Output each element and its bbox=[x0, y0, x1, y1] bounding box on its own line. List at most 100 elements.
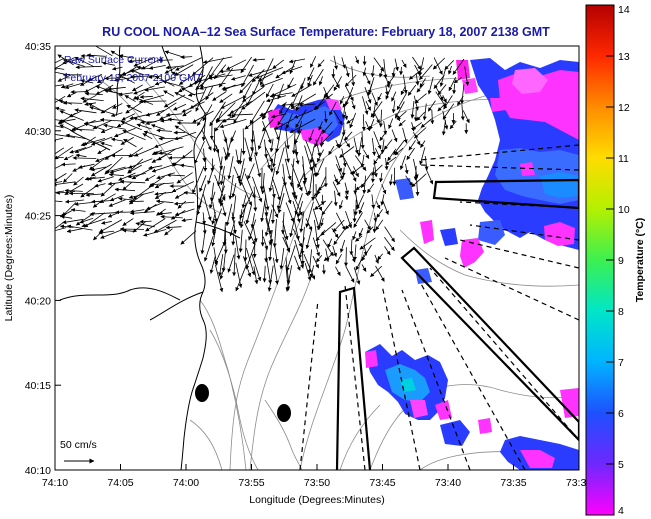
x-axis: 74:10 74:05 74:00 73:55 73:50 73:45 73:40 73:35… bbox=[42, 464, 592, 489]
current-vector bbox=[305, 218, 313, 231]
current-vector bbox=[352, 209, 357, 223]
current-vector bbox=[312, 255, 319, 269]
current-vector bbox=[238, 148, 243, 165]
current-vector bbox=[404, 163, 409, 175]
current-vector bbox=[122, 228, 134, 233]
current-vector bbox=[335, 139, 340, 149]
current-vector bbox=[285, 202, 295, 223]
current-vector bbox=[289, 158, 295, 187]
current-vector bbox=[360, 172, 373, 189]
overlay-date: February 18, 2007 2100 GMT bbox=[64, 72, 203, 84]
current-vector bbox=[89, 211, 116, 216]
x-tick-label: 74:05 bbox=[107, 477, 133, 489]
current-vector bbox=[71, 127, 95, 132]
current-vector bbox=[396, 93, 407, 111]
current-vector bbox=[332, 75, 340, 89]
current-vector bbox=[248, 148, 254, 162]
current-vector bbox=[411, 122, 423, 131]
current-vector bbox=[407, 84, 417, 96]
current-vector bbox=[66, 228, 83, 233]
current-vector bbox=[332, 219, 345, 233]
colorbar-ticks: 4 5 6 7 8 9 10 11 12 13 14 bbox=[606, 4, 630, 517]
current-vector bbox=[109, 165, 135, 174]
current-vector bbox=[225, 203, 233, 227]
current-vector bbox=[247, 163, 255, 180]
current-vector bbox=[325, 93, 333, 100]
current-vector bbox=[151, 154, 167, 163]
current-vector bbox=[55, 146, 74, 160]
current-vector bbox=[227, 113, 253, 118]
current-vector bbox=[439, 68, 447, 87]
current-vector bbox=[55, 157, 64, 159]
current-vector bbox=[123, 138, 137, 148]
current-vector bbox=[335, 254, 342, 265]
current-vector bbox=[305, 139, 317, 168]
current-vector bbox=[293, 110, 313, 119]
current-vector bbox=[291, 192, 303, 216]
current-vector bbox=[200, 66, 213, 89]
current-vector bbox=[351, 100, 356, 110]
current-vector bbox=[148, 65, 166, 70]
current-vector bbox=[420, 118, 432, 128]
current-vector bbox=[171, 181, 195, 193]
current-vector bbox=[276, 184, 284, 210]
current-vector bbox=[55, 67, 65, 70]
current-vector bbox=[339, 95, 345, 105]
current-vector bbox=[94, 183, 106, 188]
current-vector bbox=[262, 119, 274, 132]
current-vector bbox=[195, 87, 207, 112]
current-vector bbox=[345, 87, 354, 106]
current-vector bbox=[414, 64, 421, 76]
y-tick-label: 40:10 bbox=[25, 465, 51, 477]
current-vector bbox=[154, 191, 173, 196]
current-vector bbox=[132, 184, 153, 200]
map-title: RU COOL NOAA–12 Sea Surface Temperature:… bbox=[102, 25, 550, 39]
current-vector bbox=[119, 54, 134, 59]
current-vector bbox=[132, 221, 147, 233]
current-vector bbox=[268, 229, 273, 246]
current-vector bbox=[189, 92, 214, 110]
current-vector bbox=[424, 155, 429, 171]
current-vector bbox=[226, 59, 247, 70]
current-vector bbox=[344, 111, 349, 121]
current-vector bbox=[373, 147, 386, 165]
ship-track-polygons bbox=[335, 178, 579, 470]
current-vector bbox=[294, 255, 301, 271]
current-vector bbox=[291, 84, 313, 97]
current-vector bbox=[211, 227, 217, 247]
current-vector bbox=[352, 244, 357, 261]
current-vector bbox=[402, 127, 408, 144]
x-tick-label: 73:55 bbox=[238, 477, 264, 489]
y-axis: 40:10 40:15 40:20 40:25 40:30 40:35 bbox=[25, 41, 61, 477]
current-vector bbox=[122, 181, 132, 191]
current-vector bbox=[158, 146, 184, 155]
current-vector bbox=[303, 181, 309, 197]
current-vector bbox=[371, 92, 378, 106]
current-vector bbox=[263, 139, 268, 159]
current-vector bbox=[327, 238, 333, 249]
current-vector bbox=[103, 123, 126, 130]
current-vector bbox=[166, 173, 185, 178]
current-vector bbox=[156, 172, 175, 180]
current-vector bbox=[100, 117, 124, 122]
current-vector bbox=[413, 159, 419, 179]
current-vector bbox=[433, 57, 443, 75]
current-vector bbox=[78, 163, 95, 169]
y-tick-label: 40:20 bbox=[25, 295, 51, 307]
current-vector bbox=[158, 211, 172, 216]
current-vector bbox=[197, 184, 207, 210]
current-vector bbox=[300, 248, 305, 265]
current-vector bbox=[241, 194, 247, 209]
current-vector bbox=[144, 86, 166, 92]
current-vector bbox=[90, 166, 107, 172]
current-vector bbox=[275, 147, 285, 176]
current-vector bbox=[419, 78, 426, 88]
current-vector bbox=[233, 166, 241, 180]
current-vector bbox=[335, 212, 346, 231]
colorbar-tick-label: 4 bbox=[618, 505, 624, 517]
current-vector bbox=[205, 85, 214, 101]
current-vector bbox=[366, 226, 374, 234]
current-vector bbox=[335, 266, 341, 277]
current-vector bbox=[358, 227, 364, 238]
current-vector bbox=[154, 139, 174, 148]
